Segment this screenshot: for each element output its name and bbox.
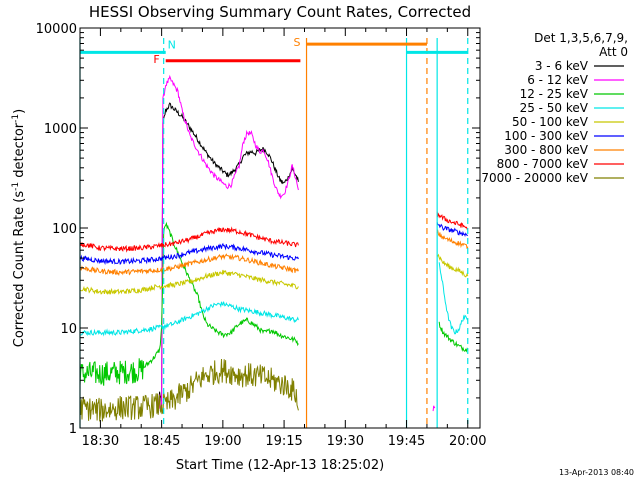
series-line	[438, 321, 469, 353]
series-line	[436, 253, 469, 278]
legend-title-line1: Det 1,3,5,6,7,9,	[534, 31, 628, 45]
series-1	[157, 74, 436, 412]
interval-layer: NF S	[79, 36, 469, 428]
y-tick-label: 1000	[44, 122, 77, 137]
chart-title: HESSI Observing Summary Count Rates, Cor…	[89, 3, 471, 21]
series-line	[157, 102, 299, 414]
y-axis-label-tail-sup: -1	[11, 114, 21, 123]
series-6	[79, 228, 469, 277]
series-3	[79, 262, 469, 337]
series-line	[79, 269, 299, 295]
x-tick-label: 19:00	[204, 434, 241, 449]
series-4	[79, 253, 469, 295]
interval-label: F	[153, 53, 159, 66]
y-axis-label-close: )	[12, 109, 27, 114]
y-axis-label-tail: detector	[12, 122, 27, 182]
interval-label: S	[294, 36, 301, 49]
legend-entry-label: 6 - 12 keV	[527, 73, 589, 87]
series-line	[432, 405, 436, 412]
legend-entry-label: 100 - 300 keV	[504, 129, 588, 143]
series-7	[79, 211, 469, 253]
legend-entry-label: 50 - 100 keV	[512, 115, 589, 129]
legend-entry-label: 12 - 25 keV	[520, 87, 589, 101]
x-tick-label: 19:45	[388, 434, 425, 449]
legend-entry-label: 7000 - 20000 keV	[481, 171, 588, 185]
generation-timestamp: 13-Apr-2013 08:40	[559, 468, 634, 477]
series-line	[79, 301, 299, 337]
series-line	[79, 226, 299, 253]
x-tick-label: 18:30	[82, 434, 119, 449]
legend-entry-label: 300 - 800 keV	[504, 143, 588, 157]
series-line	[157, 74, 299, 412]
series-5	[79, 222, 469, 266]
series-0	[157, 102, 299, 414]
x-tick-label: 19:15	[265, 434, 302, 449]
y-axis-label-sup: -1	[11, 182, 21, 191]
series-line	[79, 242, 299, 266]
x-axis-label: Start Time (12-Apr-13 18:25:02)	[176, 458, 384, 473]
series-layer	[79, 74, 469, 422]
axis-layer: 18:30 18:45 19:00 19:15 19:30 19:45 20:00 1 10 10…	[36, 22, 487, 449]
y-axis-label: Corrected Count Rate (s-1 detector-1)	[11, 109, 27, 347]
x-tick-label: 18:45	[143, 434, 180, 449]
y-tick-label: 1	[69, 422, 77, 437]
x-tick-label: 19:30	[327, 434, 364, 449]
legend-title-line2: Att 0	[599, 45, 628, 59]
y-tick-label: 10	[60, 322, 77, 337]
y-tick-label: 10000	[36, 22, 77, 37]
series-line	[436, 228, 469, 249]
series-line	[436, 222, 469, 238]
legend-entry-label: 800 - 7000 keV	[497, 157, 589, 171]
x-tick-label: 20:00	[449, 434, 486, 449]
y-tick-label: 100	[52, 222, 77, 237]
series-line	[79, 221, 299, 386]
legend-entry-label: 25 - 50 keV	[520, 101, 589, 115]
series-line	[438, 262, 469, 335]
series-8	[79, 358, 299, 422]
legend-entry-label: 3 - 6 keV	[535, 59, 589, 73]
series-2	[79, 221, 469, 386]
series-line	[79, 358, 299, 422]
interval-label: N	[168, 38, 176, 51]
y-axis-label-main: Corrected Count Rate (s	[12, 191, 27, 348]
series-line	[436, 211, 469, 231]
series-line	[79, 253, 299, 277]
